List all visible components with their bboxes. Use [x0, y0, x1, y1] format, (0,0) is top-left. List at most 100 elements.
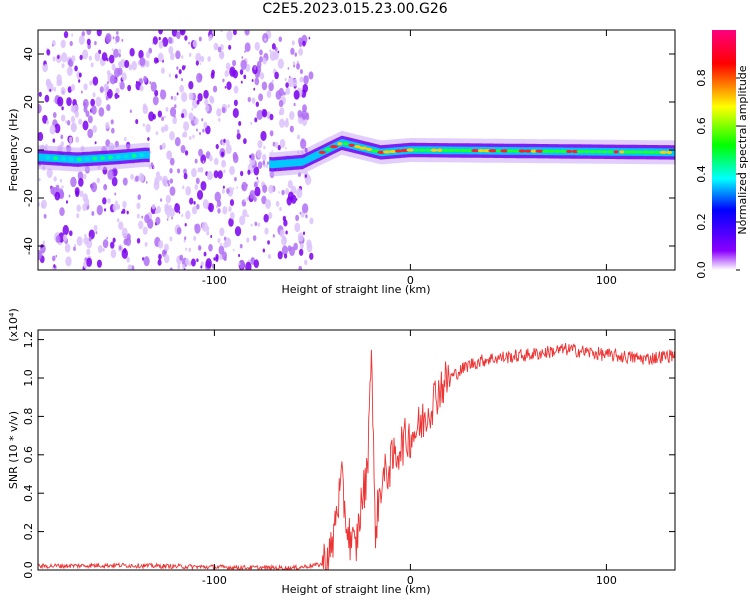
- noise-point: [298, 265, 303, 270]
- noise-point: [74, 187, 80, 196]
- ridge-peak: [123, 154, 129, 159]
- x-tick-label: 0: [407, 274, 414, 287]
- noise-point: [269, 130, 274, 137]
- noise-point: [62, 234, 68, 242]
- noise-point: [191, 98, 199, 109]
- noise-point: [138, 49, 144, 59]
- noise-point: [62, 224, 69, 236]
- noise-point: [261, 195, 267, 205]
- noise-point: [65, 120, 68, 124]
- noise-point: [184, 150, 189, 156]
- noise-point: [295, 214, 300, 222]
- noise-point: [269, 49, 272, 53]
- noise-point: [89, 80, 93, 86]
- noise-point: [232, 69, 238, 79]
- noise-point: [48, 79, 51, 82]
- noise-point: [85, 110, 90, 118]
- noise-point: [293, 102, 296, 107]
- noise-point: [233, 85, 239, 94]
- noise-point: [281, 245, 288, 256]
- noise-point: [94, 141, 97, 145]
- noise-point: [112, 237, 116, 243]
- noise-point: [289, 125, 294, 133]
- noise-point: [183, 172, 188, 180]
- noise-point: [261, 153, 267, 162]
- noise-point: [114, 192, 117, 196]
- noise-point: [193, 117, 199, 126]
- noise-point: [201, 118, 204, 122]
- noise-point: [179, 254, 184, 261]
- noise-point: [88, 236, 92, 242]
- noise-point: [174, 203, 181, 213]
- noise-point: [265, 199, 272, 209]
- noise-point: [205, 125, 211, 135]
- noise-point: [299, 242, 304, 250]
- noise-point: [255, 101, 259, 107]
- noise-point: [199, 131, 202, 136]
- noise-point: [126, 256, 130, 263]
- noise-point: [65, 200, 69, 204]
- noise-point: [85, 238, 93, 249]
- noise-point: [110, 119, 114, 125]
- noise-point: [281, 236, 287, 246]
- noise-point: [288, 75, 291, 79]
- noise-point: [91, 105, 97, 115]
- noise-point: [169, 157, 175, 166]
- noise-point: [298, 41, 303, 48]
- noise-point: [274, 141, 279, 148]
- ridge-peak: [318, 150, 326, 154]
- noise-point: [105, 33, 112, 44]
- noise-point: [145, 60, 150, 68]
- noise-point: [244, 42, 251, 53]
- noise-point: [198, 36, 202, 42]
- noise-point: [107, 169, 114, 180]
- noise-point: [239, 215, 246, 226]
- noise-point: [176, 66, 179, 70]
- noise-point: [297, 134, 301, 140]
- noise-point: [63, 31, 69, 39]
- noise-point: [285, 87, 291, 96]
- noise-point: [293, 64, 296, 68]
- noise-point: [52, 255, 56, 262]
- noise-point: [106, 88, 113, 99]
- noise-point: [294, 52, 298, 57]
- noise-point: [188, 41, 190, 45]
- noise-point: [292, 78, 298, 87]
- noise-point: [84, 233, 87, 238]
- noise-point: [70, 122, 77, 133]
- noise-point: [265, 164, 269, 168]
- ridge-peak: [465, 148, 474, 153]
- noise-point: [262, 57, 267, 65]
- noise-point: [174, 137, 181, 147]
- noise-point: [196, 72, 203, 83]
- noise-point: [290, 194, 297, 204]
- noise-point: [66, 66, 73, 77]
- noise-point: [164, 243, 169, 252]
- noise-point: [145, 181, 148, 184]
- noise-point: [60, 39, 66, 49]
- noise-point: [88, 55, 92, 61]
- noise-point: [208, 244, 213, 252]
- ridge-peak: [337, 142, 343, 146]
- ridge-peak: [418, 148, 426, 152]
- noise-point: [264, 37, 267, 42]
- noise-point: [76, 236, 83, 247]
- noise-point: [244, 50, 246, 53]
- bottom-y-multiplier: (x10⁴): [7, 308, 20, 342]
- noise-point: [222, 185, 225, 189]
- ridge-peak: [576, 149, 586, 154]
- noise-point: [240, 59, 247, 70]
- noise-point: [191, 206, 198, 215]
- noise-point: [220, 30, 223, 33]
- noise-point: [169, 236, 173, 242]
- colorbar-label: Normalized spectral amplitude: [736, 65, 749, 234]
- noise-point: [224, 70, 229, 78]
- noise-point: [87, 115, 93, 124]
- noise-point: [285, 188, 290, 195]
- ridge-peak: [413, 148, 420, 152]
- noise-point: [207, 56, 211, 62]
- noise-point: [165, 107, 169, 112]
- noise-point: [42, 240, 46, 245]
- noise-point: [156, 205, 162, 214]
- noise-point: [246, 197, 249, 201]
